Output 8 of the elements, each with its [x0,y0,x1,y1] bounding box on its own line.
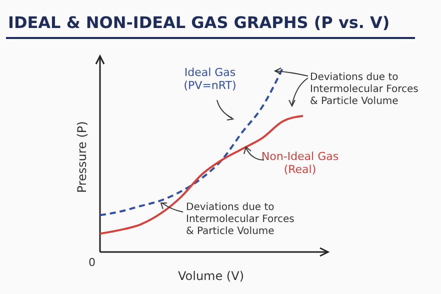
text: 0 [88,256,96,269]
annotation: Deviations due to Intermolecular Forces & Particle Volume [186,202,294,237]
text: Ideal Gas (PV=nRT) [184,66,236,92]
annotation: Deviations due to Intermolecular Forces & Particle Volume [310,72,418,107]
chart-title: IDEAL & NON-IDEAL GAS GRAPHS (P vs. V) [8,13,390,32]
x-axis-title: Volume (V) [178,269,244,283]
series-label: Non-Ideal Gas (Real) [261,150,339,176]
y-axis-title: Pressure (P) [75,121,89,193]
